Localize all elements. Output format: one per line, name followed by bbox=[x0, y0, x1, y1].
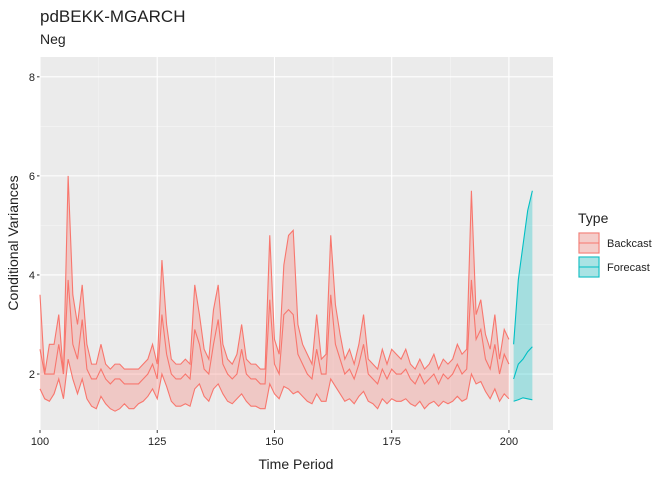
series-line bbox=[513, 190, 533, 345]
x-tick-label: 150 bbox=[265, 436, 283, 448]
x-tick-label: 100 bbox=[31, 436, 49, 448]
chart-subtitle: Neg bbox=[40, 31, 66, 47]
panel bbox=[40, 57, 553, 430]
series-line bbox=[39, 359, 510, 412]
x-tick-label: 200 bbox=[500, 436, 518, 448]
series-line bbox=[513, 397, 533, 402]
legend-label: Backcast bbox=[607, 238, 652, 250]
ribbon-fill bbox=[40, 175, 509, 412]
chart-title: pdBEKK-MGARCH bbox=[40, 7, 185, 26]
ribbon-fill bbox=[513, 190, 533, 402]
legend-title: Type bbox=[578, 210, 609, 226]
legend-label: Forecast bbox=[607, 262, 650, 274]
y-axis-label: Conditional Variances bbox=[5, 175, 21, 310]
x-tick-label: 125 bbox=[148, 436, 166, 448]
y-tick-label: 4 bbox=[29, 270, 35, 282]
series-line bbox=[39, 279, 510, 386]
series-line bbox=[513, 346, 533, 380]
x-tick-label: 175 bbox=[383, 436, 401, 448]
series-line bbox=[39, 175, 510, 375]
y-tick-label: 6 bbox=[29, 171, 35, 183]
y-tick-label: 8 bbox=[29, 72, 35, 84]
y-tick-label: 2 bbox=[29, 369, 35, 381]
x-axis-label: Time Period bbox=[259, 456, 334, 472]
